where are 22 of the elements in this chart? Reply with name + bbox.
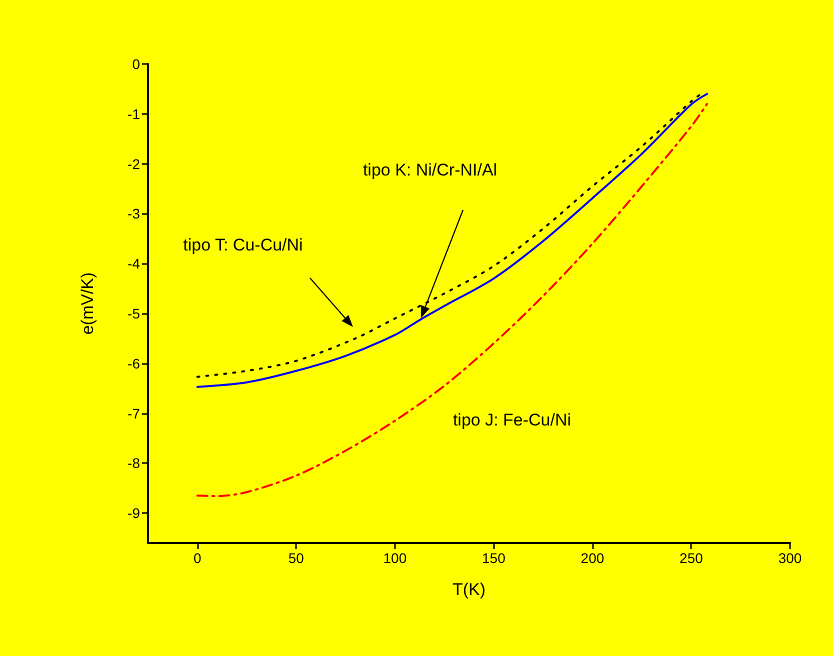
annotation: tipo T: Cu-Cu/Ni	[183, 236, 303, 254]
y-tick-label: -2	[128, 156, 140, 172]
y-tick-label: -5	[128, 305, 140, 322]
y-tick-label: -8	[128, 455, 140, 472]
annotation: tipo K: Ni/Cr-NI/Al	[362, 160, 498, 180]
y-tick-label: -9	[128, 505, 140, 522]
x-axis-title: T(K)	[452, 580, 486, 599]
x-tick-label: 150	[482, 550, 506, 566]
y-tick-label: -1	[128, 106, 140, 122]
x-tick-label: 50	[288, 550, 304, 566]
annotation: tipo J: Fe-Cu/Ni	[452, 410, 572, 430]
y-tick-label: -7	[128, 405, 140, 422]
x-tick-label: 0	[193, 550, 202, 566]
y-tick-label: -4	[128, 256, 140, 272]
y-tick-label: -3	[128, 206, 140, 222]
x-tick-label: 250	[680, 550, 704, 566]
x-tick-label: 100	[383, 550, 407, 566]
x-tick-label: 300	[778, 550, 802, 566]
y-tick-label: 0	[132, 56, 140, 72]
y-axis-title: e(mV/K)	[78, 272, 97, 335]
y-tick-label: -6	[128, 355, 140, 372]
x-tick-label: 200	[580, 550, 604, 566]
